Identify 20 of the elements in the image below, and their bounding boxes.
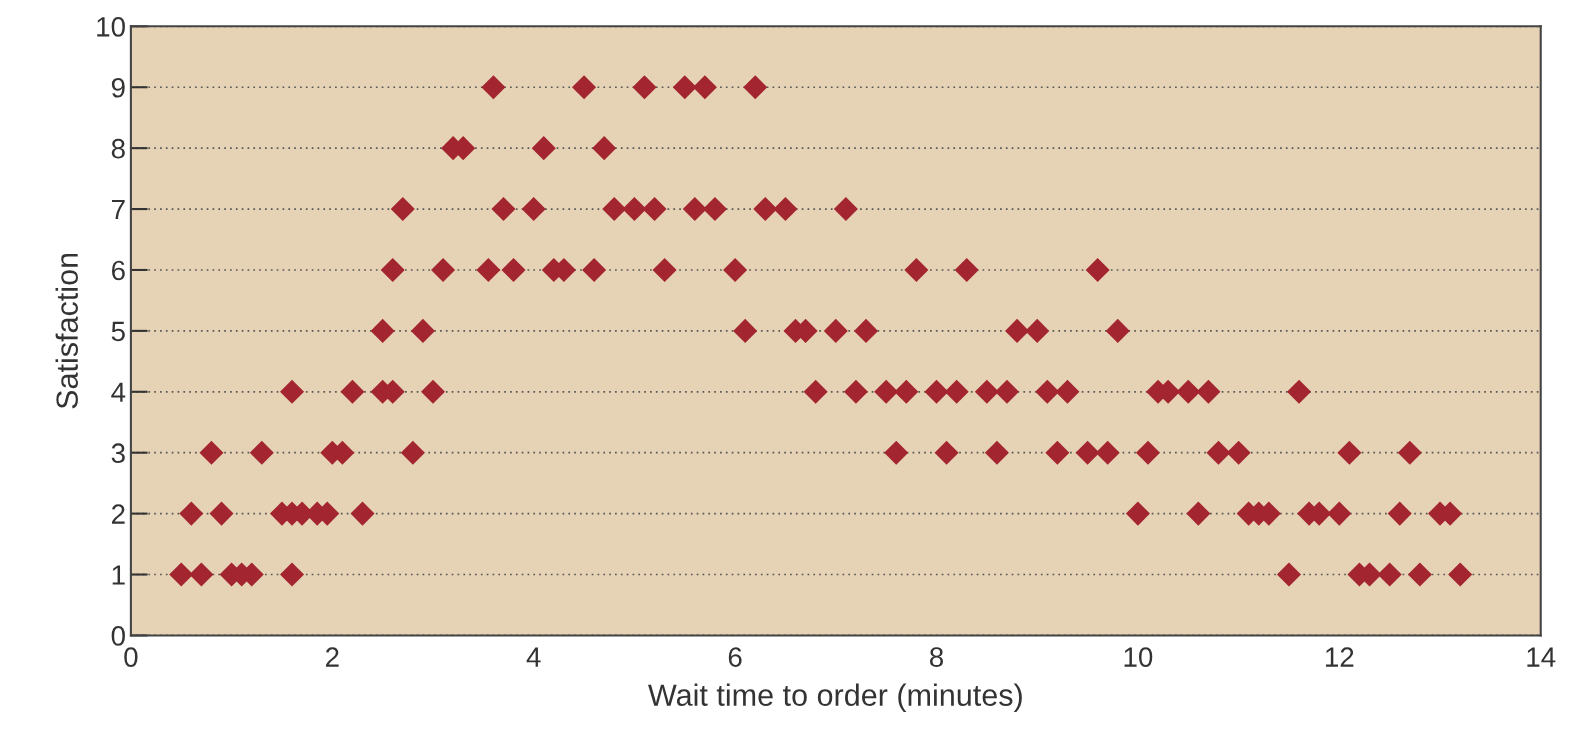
y-tick-label: 6	[111, 260, 125, 281]
y-tick-label: 0	[111, 626, 125, 646]
x-tick-label: 12	[1325, 647, 1354, 667]
y-tick-label: 10	[97, 16, 125, 37]
y-tick-label: 9	[111, 77, 125, 98]
y-axis-title: Satisfaction	[55, 253, 78, 409]
y-tick-label: 1	[112, 565, 125, 585]
y-tick-label: 7	[112, 200, 125, 220]
y-tick-label: 3	[111, 443, 125, 464]
x-tick-label: 8	[930, 647, 944, 667]
x-axis-title: Wait time to order (minutes)	[648, 683, 1022, 713]
x-tick-label: 2	[325, 647, 339, 667]
y-tick-label: 4	[111, 382, 126, 402]
y-tick-label: 2	[111, 504, 125, 524]
x-tick-label: 6	[728, 647, 742, 667]
x-tick-label: 4	[526, 647, 541, 667]
x-tick-label: 10	[1124, 647, 1153, 667]
x-tick-label: 14	[1527, 647, 1556, 667]
y-tick-label: 5	[111, 321, 125, 342]
y-tick-label: 8	[111, 138, 125, 159]
